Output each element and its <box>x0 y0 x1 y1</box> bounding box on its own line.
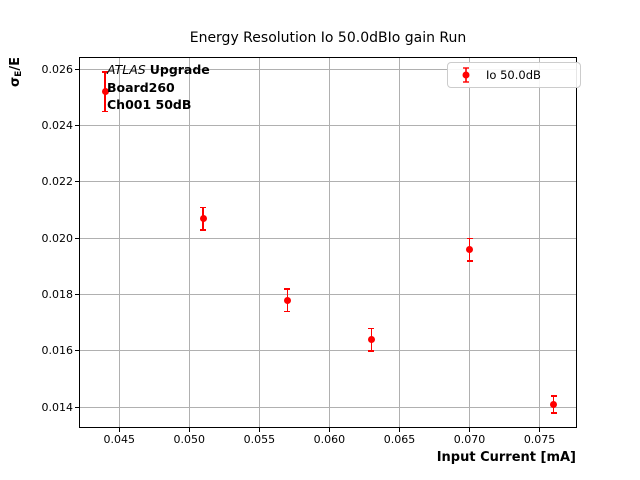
x-gridline <box>328 58 330 427</box>
x-tick-label: 0.055 <box>243 433 276 446</box>
y-tick-label: 0.018 <box>41 288 74 302</box>
x-tick-label: 0.060 <box>313 433 346 446</box>
error-bar-cap-top <box>200 206 207 209</box>
y-axis-label-sigma: σ <box>8 76 23 87</box>
y-tick-label: 0.016 <box>41 344 74 358</box>
error-bar-cap-top <box>284 288 291 290</box>
error-bar-cap-bottom <box>102 110 109 113</box>
y-tick-label: 0.022 <box>41 175 74 189</box>
y-tick-label: 0.014 <box>41 400 74 414</box>
y-gridline <box>80 125 576 127</box>
y-gridline <box>80 237 576 239</box>
error-bar-cap-bottom <box>284 310 291 313</box>
error-bar-cap-bottom <box>368 350 375 352</box>
x-tick-label: 0.045 <box>103 433 135 446</box>
x-gridline <box>539 58 541 427</box>
x-axis-tick <box>469 428 470 432</box>
x-tick-label: 0.065 <box>383 433 416 446</box>
y-tick-label: 0.026 <box>41 62 74 76</box>
y-axis-tick <box>75 350 79 352</box>
legend-box: Io 50.0dB <box>447 62 581 88</box>
x-gridline <box>188 58 190 427</box>
y-axis-tick <box>75 237 79 239</box>
error-bar-cap-top <box>550 395 557 397</box>
error-bar-cap-bottom <box>200 229 207 231</box>
x-tick-label: 0.070 <box>453 433 486 446</box>
annotation-line-1: ATLAS Upgrade <box>107 61 210 79</box>
error-bar-cap-bottom <box>466 260 473 262</box>
error-bar-cap-top <box>466 237 473 240</box>
plot-area: ATLAS Upgrade Board260 Ch001 50dB Io 50.… <box>79 57 581 428</box>
x-axis-tick <box>398 428 400 432</box>
x-axis-tick <box>188 428 190 432</box>
data-point-dot <box>367 336 375 344</box>
x-axis-tick <box>328 428 330 432</box>
y-gridline <box>80 181 576 183</box>
y-axis-tick <box>75 181 79 183</box>
error-bar-cap-bottom <box>550 412 557 414</box>
error-bar-cap-top <box>102 71 109 73</box>
x-gridline <box>258 58 260 427</box>
y-axis-tick <box>75 125 79 127</box>
x-gridline <box>118 58 120 427</box>
x-gridline <box>398 58 400 427</box>
error-bar-cap-top <box>368 327 375 330</box>
y-tick-label: 0.020 <box>41 231 74 245</box>
x-axis-label: Input Current [mA] <box>436 450 576 465</box>
y-axis-label-subscript: E <box>14 70 24 77</box>
y-gridline <box>80 406 576 408</box>
legend-label: Io 50.0dB <box>486 68 541 82</box>
annotation-line-3: Ch001 50dB <box>107 97 192 112</box>
y-gridline <box>80 68 576 70</box>
x-tick-label: 0.050 <box>173 433 206 446</box>
data-point-dot <box>283 296 291 304</box>
y-axis-label-rest: /E <box>8 57 23 71</box>
x-tick-label: 0.075 <box>523 433 556 446</box>
annotation-experiment: ATLAS <box>107 62 146 77</box>
y-tick-label: 0.024 <box>41 119 74 133</box>
x-axis-tick <box>258 428 260 432</box>
errorbar-marker-icon <box>462 67 470 83</box>
y-gridline <box>80 294 576 296</box>
chart-title: Energy Resolution Io 50.0dBIo gain Run <box>189 30 467 46</box>
data-point-dot <box>101 88 109 96</box>
x-axis-tick <box>539 428 541 432</box>
y-gridline <box>80 350 576 352</box>
data-point-dot <box>199 215 207 223</box>
annotation-line-1-rest: Upgrade <box>149 62 210 77</box>
data-point-dot <box>466 246 473 254</box>
y-axis-tick <box>75 68 79 70</box>
annotation-block: ATLAS Upgrade Board260 Ch001 50dB <box>107 61 210 114</box>
x-axis-tick <box>118 428 120 432</box>
data-point-dot <box>550 400 558 408</box>
y-axis-tick <box>75 294 79 296</box>
y-axis-tick <box>75 406 79 408</box>
annotation-line-2: Board260 <box>107 79 175 95</box>
